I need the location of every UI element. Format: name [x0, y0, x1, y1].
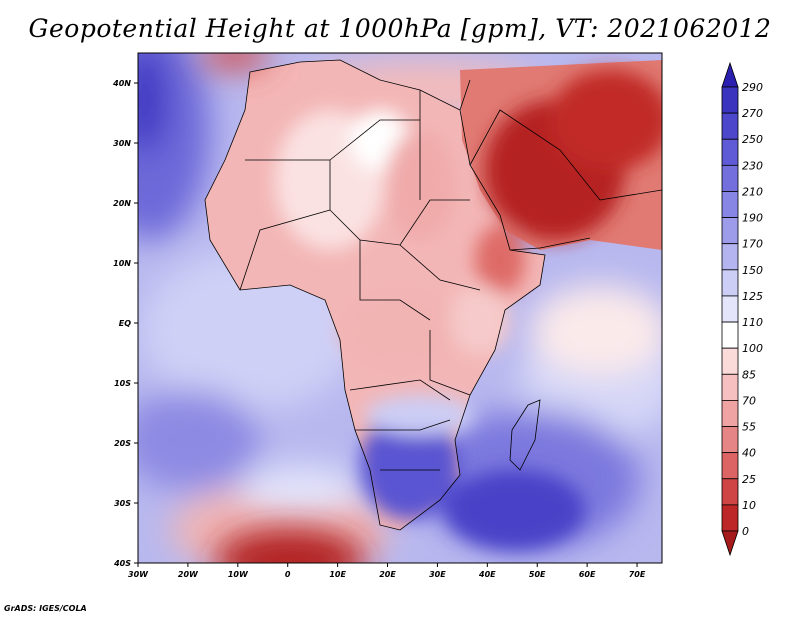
lon-label: 50E [529, 570, 546, 579]
height-field [138, 53, 662, 563]
southern-africa-blue [360, 410, 460, 520]
colorbar-level-label: 170 [742, 238, 763, 251]
longitude-axis: 30W 20W 10W 0 10E 20E 30E 40E 50E 60E 70E [128, 563, 646, 579]
internal-borders [239, 90, 481, 471]
colorbar-swatch [721, 295, 739, 323]
colorbar-top-triangle [721, 61, 739, 88]
iberia-red-patch [200, 53, 270, 69]
atlantic-south-mid [138, 390, 260, 490]
colorbar-level-label: 40 [742, 447, 756, 460]
colorbar-swatch [721, 452, 739, 480]
grads-credit: GrADS: IGES/COLA [4, 604, 87, 613]
colorbar-swatch [721, 504, 739, 532]
lat-label: 20N [113, 199, 131, 208]
cape-light [240, 465, 360, 515]
colorbar-swatch [721, 217, 739, 245]
lon-label: 70E [629, 570, 646, 579]
colorbar-swatch [721, 373, 739, 401]
colorbar-level-label: 0 [742, 525, 749, 538]
lon-label: 10E [329, 570, 346, 579]
colorbar-swatch [721, 164, 739, 192]
colorbar-level-label: 190 [742, 212, 763, 225]
colorbar-level-label: 230 [742, 159, 763, 172]
colorbar-level-label: 125 [742, 290, 763, 303]
colorbar-swatch [721, 243, 739, 271]
colorbar-swatch [721, 269, 739, 297]
atlantic-north-deep [138, 53, 167, 155]
colorbar-level-label: 210 [742, 185, 763, 198]
lat-label: EQ [119, 319, 131, 328]
colorbar-swatch [721, 426, 739, 454]
colorbar-level-label: 270 [742, 107, 763, 120]
southern-africa-light [365, 395, 475, 435]
madagascar [509, 399, 541, 471]
colorbar-swatch [721, 400, 739, 427]
colorbar-swatch [721, 86, 739, 114]
colorbar-swatch [721, 191, 739, 218]
lon-label: 30W [128, 570, 149, 579]
east-africa-pink [450, 285, 510, 355]
colorbar-level-label: 70 [742, 394, 756, 407]
lat-label: 20S [114, 439, 131, 448]
lon-label: 60E [579, 570, 596, 579]
lat-label: 10S [114, 379, 131, 388]
south-atlantic-red-core [215, 528, 365, 563]
colorbar-swatch [721, 112, 739, 140]
colorbar-level-label: 110 [742, 316, 763, 329]
colorbar-level-label: 250 [742, 133, 763, 146]
lat-label: 30S [114, 499, 131, 508]
map-title: Geopotential Height at 1000hPa [gpm], VT… [28, 14, 772, 43]
lat-label: 40S [113, 559, 131, 568]
lat-label: 40N [112, 79, 131, 88]
colorbar-swatch [721, 321, 739, 349]
colorbar-level-label: 85 [742, 368, 756, 381]
lon-label: 40E [478, 570, 496, 579]
lon-label: 30E [429, 570, 446, 579]
colorbar-level-label: 10 [742, 499, 756, 512]
colorbar-swatch [721, 347, 739, 375]
lon-label: 20W [178, 570, 199, 579]
colorbar-bottom-triangle [721, 530, 739, 557]
colorbar-level-label: 55 [742, 421, 756, 434]
arabian-sea-white [530, 285, 662, 375]
lon-label: 20E [379, 570, 396, 579]
madagascar-ocean-deep [445, 470, 585, 550]
iran-dark-red [550, 70, 662, 170]
plot-frame [137, 52, 663, 564]
lat-label: 30N [113, 139, 131, 148]
colorbar-level-label: 25 [742, 473, 756, 486]
lat-label: 10N [113, 259, 131, 268]
country-borders [204, 59, 662, 531]
arabia-coastline [459, 79, 662, 251]
colorbar-swatch [721, 478, 739, 506]
latitude-axis: 40N 30N 20N 10N EQ 10S 20S 30S 40S [112, 79, 138, 568]
colorbar-level-label: 100 [742, 342, 763, 355]
lon-label: 10W [228, 570, 249, 579]
congo-pink [340, 290, 460, 370]
horn-red [475, 225, 525, 295]
colorbar: 2902702502302101901701501251101008570554… [721, 61, 763, 557]
colorbar-level-label: 290 [742, 81, 763, 94]
colorbar-swatch [721, 138, 739, 166]
lon-label: 0 [285, 570, 291, 579]
colorbar-level-label: 150 [742, 264, 763, 277]
